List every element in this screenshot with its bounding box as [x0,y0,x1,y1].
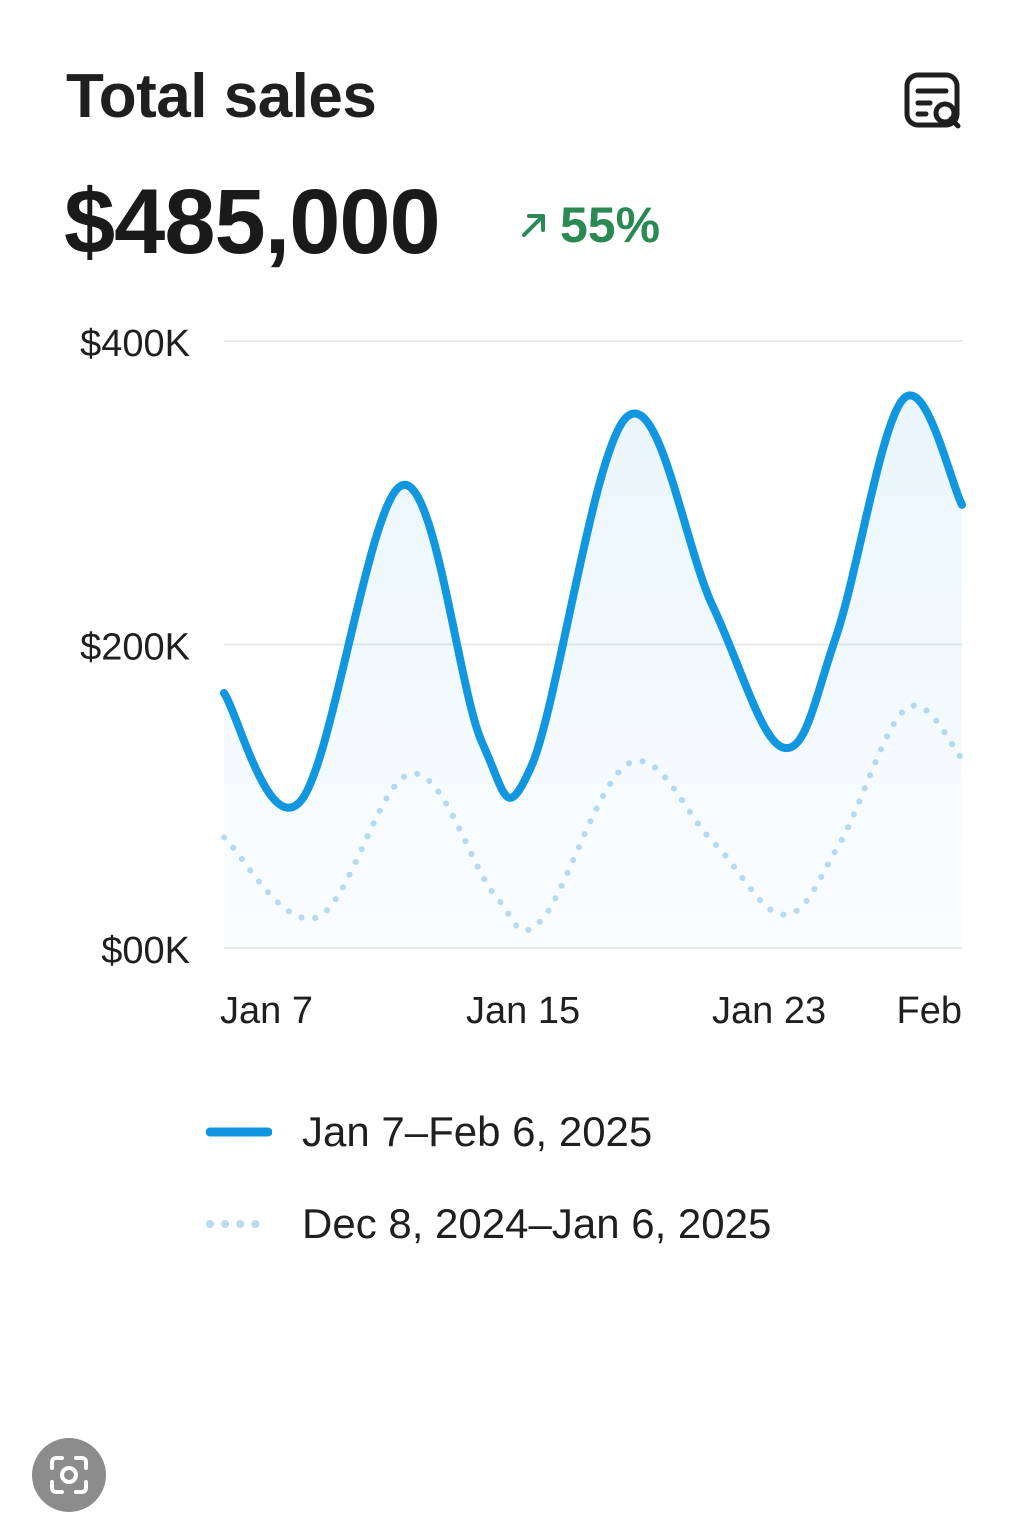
delta-badge: 55% [518,200,660,250]
chart-series [220,391,966,948]
legend-label-current: Jan 7–Feb 6, 2025 [302,1108,653,1155]
series-line-current [220,391,966,812]
report-button[interactable] [902,70,964,132]
legend-swatch-dotted [206,1220,272,1228]
chart-legend: Jan 7–Feb 6, 2025 Dec 8, 2024–Jan 6, 202… [206,1100,771,1284]
legend-item-previous[interactable]: Dec 8, 2024–Jan 6, 2025 [206,1192,771,1256]
lens-scan-icon [50,1456,88,1494]
card-title: Total sales [66,62,377,131]
series-area-current [224,395,962,948]
y-tick-label: $200K [80,627,190,669]
total-sales-value: $485,000 [64,171,441,273]
legend-label-previous: Dec 8, 2024–Jan 6, 2025 [302,1200,772,1247]
lens-button[interactable] [32,1438,106,1512]
x-tick-label: Jan 7 [220,990,313,1032]
x-tick-label: Feb [897,990,962,1032]
sales-line-chart: $00K $200K $400K Jan 7 Jan 15 Jan 23 Feb [80,323,966,1032]
y-tick-label: $00K [101,930,190,972]
y-axis-labels: $00K $200K $400K [80,323,190,972]
legend-item-current[interactable]: Jan 7–Feb 6, 2025 [206,1100,771,1164]
x-tick-label: Jan 23 [712,990,826,1032]
y-tick-label: $400K [80,323,190,365]
delta-percent: 55% [560,197,661,253]
arrow-up-right-icon [522,214,545,237]
report-icon [904,72,961,129]
x-axis-labels: Jan 7 Jan 15 Jan 23 Feb [220,990,962,1032]
x-tick-label: Jan 15 [466,990,580,1032]
legend-swatch-solid [206,1127,272,1137]
